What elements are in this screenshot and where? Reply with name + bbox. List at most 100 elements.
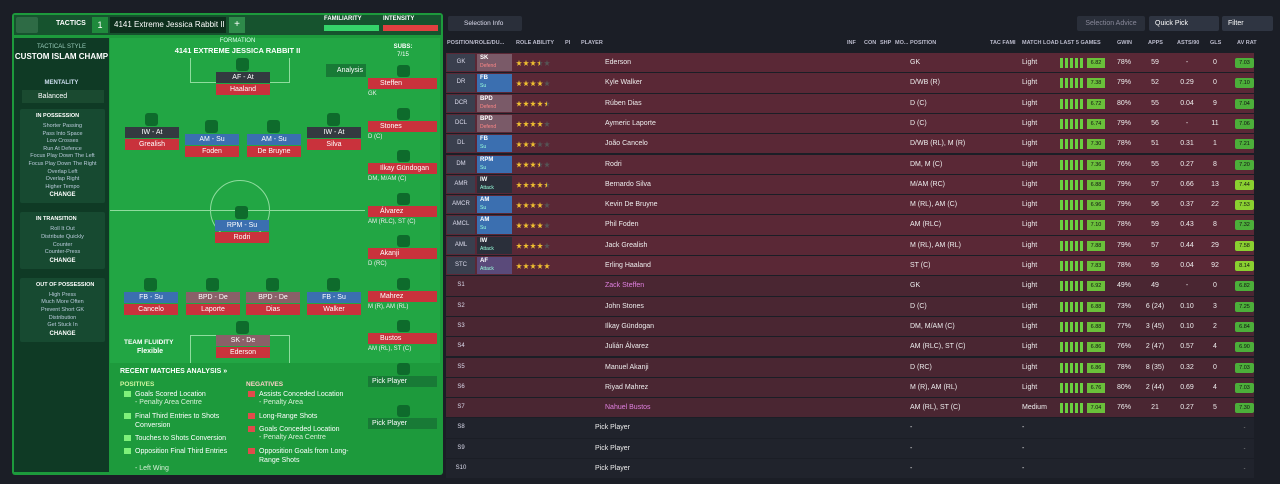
change-button[interactable]: CHANGE	[49, 257, 76, 264]
player-name[interactable]: Grealish	[125, 139, 179, 150]
sub-name[interactable]: Pick Player	[368, 418, 437, 429]
star	[516, 181, 522, 188]
player-name[interactable]: Phil Foden	[605, 221, 639, 229]
analysis-icon	[124, 435, 131, 441]
row	[446, 93, 1254, 113]
sub-name[interactable]: Ilkay Gündogan	[368, 163, 437, 174]
player-name[interactable]: Rodri	[605, 160, 622, 168]
player-name[interactable]: Pick Player	[595, 444, 631, 452]
player-name[interactable]: Silva	[307, 139, 361, 150]
column-header[interactable]: CON	[864, 40, 877, 46]
sub-name[interactable]: Pick Player	[368, 375, 437, 387]
column-header[interactable]: SHP	[880, 40, 892, 46]
column-header[interactable]: PLAYER	[581, 40, 603, 46]
player-name[interactable]: John Stones	[605, 302, 644, 310]
sub-position: AM (RLC), ST (C)	[368, 218, 416, 225]
column-header[interactable]: MO...	[895, 40, 909, 46]
av-rating: 7.03	[1235, 362, 1254, 373]
player-name[interactable]: Kevin De Bruyne	[605, 201, 658, 209]
star	[530, 60, 536, 66]
position: ST (C)	[910, 262, 931, 269]
form-bars	[1060, 362, 1084, 373]
player-name[interactable]: Rodri	[215, 232, 269, 243]
selection-info[interactable]: Selection Info	[448, 16, 522, 31]
player-name[interactable]: Ederson	[216, 347, 270, 358]
column-header[interactable]: APPS	[1148, 40, 1163, 46]
player-name[interactable]: Ilkay Gündogan	[605, 322, 655, 330]
column-header[interactable]: GLS	[1210, 40, 1222, 46]
add-button[interactable]: +	[229, 17, 245, 33]
column-header[interactable]: MATCH LOAD	[1022, 40, 1059, 46]
player-name[interactable]: De Bruyne	[247, 146, 301, 157]
goals: 22	[1211, 201, 1219, 209]
column-header[interactable]: POSITION	[910, 40, 937, 46]
player-name[interactable]: Foden	[185, 146, 239, 157]
column-header[interactable]: INF	[847, 40, 856, 46]
player-name[interactable]: Kyle Walker	[605, 79, 643, 87]
sub-name[interactable]: Steffen	[368, 78, 437, 89]
instruction: Distribution	[48, 314, 77, 321]
player-name[interactable]: Pick Player	[595, 424, 631, 432]
star	[544, 120, 550, 127]
column-header[interactable]: GWIN	[1117, 40, 1132, 46]
column-header[interactable]: POSITION/ROLE/DU...	[447, 40, 505, 46]
change-button[interactable]: CHANGE	[49, 192, 76, 199]
column-header[interactable]: ROLE ABILITY	[516, 40, 554, 46]
change-button[interactable]: CHANGE	[49, 330, 76, 337]
sub-name[interactable]: Álvarez	[368, 205, 437, 217]
tactic-name[interactable]: 4141 Extreme Jessica Rabbit II	[110, 17, 226, 33]
role-name: IW	[480, 237, 488, 244]
player-name[interactable]: Laporte	[186, 304, 240, 315]
player-name[interactable]: Jack Grealish	[605, 241, 648, 249]
negatives-label: NEGATIVES	[246, 381, 284, 388]
player-name[interactable]: João Cancelo	[605, 140, 648, 148]
sub-name[interactable]: Bustos	[368, 333, 437, 344]
player-name[interactable]: Rúben Dias	[605, 99, 642, 107]
role-duty: Attack	[480, 266, 494, 272]
player-name[interactable]: Bernardo Silva	[605, 180, 651, 188]
player-name[interactable]: Pick Player	[595, 465, 631, 472]
row	[446, 235, 1254, 255]
player-name[interactable]: Cancelo	[124, 304, 178, 315]
player-name[interactable]: Zack Steffen	[605, 282, 645, 290]
analysis-item: Assists Conceded Location	[259, 391, 344, 398]
section-title: IN TRANSITION	[36, 216, 77, 223]
sub-name[interactable]: Stones	[368, 120, 437, 132]
row	[446, 418, 1254, 438]
column-header[interactable]: PI	[565, 40, 571, 46]
column-header[interactable]: TAC FAMI	[990, 40, 1016, 46]
star	[537, 263, 543, 269]
selection-advice[interactable]: Selection Advice	[1077, 16, 1145, 31]
column-header[interactable]: ASTS/90	[1177, 40, 1200, 46]
sub-name[interactable]: Mahrez	[368, 290, 437, 302]
av-rating: 7.53	[1235, 200, 1254, 211]
analysis-title[interactable]: RECENT MATCHES ANALYSIS »	[120, 368, 228, 375]
filter[interactable]: Filter	[1222, 16, 1273, 31]
sub-shirt	[397, 65, 410, 77]
player-name[interactable]: Haaland	[216, 84, 270, 95]
player-name[interactable]: Nahuel Bustos	[605, 404, 651, 412]
sub-position: GK	[368, 91, 377, 97]
mentality-select[interactable]: Balanced	[22, 90, 104, 103]
analysis-button[interactable]: Analysis	[326, 64, 366, 77]
star	[544, 263, 550, 269]
player-name[interactable]: Ederson	[605, 59, 632, 66]
quick-pick[interactable]: Quick Pick	[1149, 16, 1219, 31]
back-button[interactable]	[16, 17, 38, 33]
player-name[interactable]: Dias	[246, 304, 300, 315]
player-name[interactable]: Aymeric Laporte	[605, 119, 656, 127]
player-name[interactable]: Riyad Mahrez	[605, 383, 649, 391]
player-name[interactable]: Julián Álvarez	[605, 343, 649, 351]
column-header[interactable]: AV RAT	[1237, 40, 1257, 46]
player-name[interactable]: Manuel Akanji	[605, 363, 649, 371]
star	[544, 141, 550, 148]
star	[537, 60, 543, 66]
player-name[interactable]: Erling Haaland	[605, 262, 651, 269]
column-header[interactable]: LAST 5 GAMES	[1060, 40, 1101, 46]
star	[523, 181, 529, 188]
player-name[interactable]: Walker	[307, 304, 361, 315]
sub-name[interactable]: Akanji	[368, 248, 437, 259]
star	[523, 161, 529, 168]
star	[516, 263, 522, 269]
position: GK	[910, 59, 921, 66]
